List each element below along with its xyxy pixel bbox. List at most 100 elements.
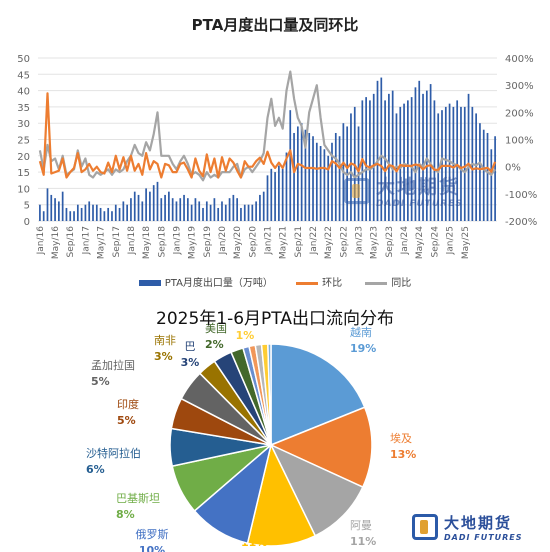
x-tick-label: Sep/24	[430, 226, 440, 258]
right-tick-label: -200%	[505, 217, 537, 228]
volume-bar	[39, 204, 41, 221]
legend-item-yoy: 同比	[365, 274, 411, 289]
line-chart-title: PTA月度出口量及同环比	[191, 16, 359, 34]
volume-bar	[300, 123, 303, 221]
volume-bar	[350, 113, 352, 221]
pie-label-name: 美国	[205, 322, 227, 335]
x-tick-label: Sep/18	[157, 226, 167, 258]
volume-bar	[494, 136, 496, 221]
volume-bar	[312, 136, 314, 221]
pie-label-pct: 13%	[390, 448, 416, 461]
legend-label-yoy: 同比	[391, 278, 412, 289]
pie-label-pct: 1%	[236, 329, 255, 342]
x-tick-label: Jan/21	[264, 226, 274, 255]
volume-bar	[76, 204, 79, 221]
volume-bar	[50, 194, 53, 221]
x-tick-label: May/23	[370, 226, 380, 259]
volume-bar	[304, 129, 307, 221]
volume-bar	[422, 93, 424, 221]
x-tick-label: Sep/23	[385, 226, 395, 257]
x-tick-label: Jan/17	[81, 226, 91, 255]
volume-bar	[232, 194, 235, 221]
volume-bar	[228, 198, 231, 221]
volume-bar	[266, 175, 269, 221]
x-tick-label: May/20	[233, 226, 243, 259]
pie-label-name: 巴基斯坦	[116, 491, 160, 505]
volume-bar	[114, 204, 117, 221]
legend-swatch-mom	[296, 281, 319, 285]
pie-label-pct: 2%	[205, 338, 224, 351]
legend-label-mom: 环比	[322, 278, 343, 289]
x-tick-label: May/18	[142, 226, 152, 259]
x-tick-label: Sep/16	[66, 226, 76, 258]
volume-bar	[126, 204, 128, 221]
legend-item-volume: PTA月度出口量（万吨）	[138, 274, 273, 289]
export-volume-chart: 0 5 10 15 20 25 30 35 40 45 50 -200% -100% 0% 100% 200%…	[17, 54, 537, 259]
x-tick-label: May/21	[279, 226, 289, 259]
volume-bar	[490, 149, 493, 221]
volume-bar	[293, 132, 295, 221]
x-tick-label: Jan/19	[173, 226, 183, 256]
volume-bar	[308, 132, 311, 221]
volume-bar	[137, 194, 140, 221]
volume-bar	[425, 90, 428, 221]
right-tick-label: 200%	[505, 108, 534, 119]
volume-bar	[58, 201, 60, 221]
x-tick-label: Sep/22	[339, 226, 349, 257]
volume-bar	[152, 185, 155, 221]
pie-label-pct: 3%	[154, 350, 173, 363]
left-tick-label: 5	[24, 201, 30, 212]
volume-bar	[88, 201, 91, 221]
left-tick-label: 30	[17, 119, 30, 130]
pie-slice	[270, 343, 366, 447]
volume-bar	[236, 198, 239, 221]
right-tick-label: 300%	[505, 81, 534, 92]
left-tick-label: 0	[24, 217, 30, 228]
volume-bar	[414, 87, 417, 221]
x-tick-label: May/22	[324, 226, 334, 259]
x-tick-label: Sep/20	[248, 226, 258, 258]
pie-slice	[267, 343, 272, 446]
volume-bar	[118, 207, 121, 221]
logo-mark-icon	[412, 514, 438, 540]
volume-bar	[243, 204, 246, 221]
volume-bar	[319, 146, 322, 221]
volume-bar	[376, 80, 379, 221]
x-tick-label: Jan/24	[400, 226, 410, 256]
x-tick-label: Sep/17	[112, 226, 122, 257]
right-tick-label: 100%	[505, 136, 534, 147]
x-tick-label: Jan/22	[309, 226, 319, 255]
volume-bar	[380, 77, 383, 221]
pie-label-pct: 10%	[139, 544, 165, 552]
logo-cn-text: 大地期货	[444, 514, 513, 532]
pie-label-name: 越南	[350, 325, 372, 339]
volume-bar	[65, 207, 68, 221]
volume-bar	[410, 97, 413, 221]
volume-bar	[205, 201, 208, 221]
volume-bar	[111, 211, 113, 221]
volume-bar	[92, 204, 94, 221]
volume-bar	[372, 93, 375, 221]
volume-bar	[262, 191, 265, 221]
pie-chart-title: 2025年1-6月PTA出口流向分布	[156, 309, 394, 329]
volume-bar	[160, 198, 163, 221]
volume-bar	[369, 100, 371, 221]
pie-label-name: 南非	[154, 334, 176, 347]
yoy-line	[38, 70, 496, 182]
logo-mark-icon	[344, 177, 370, 204]
x-tick-label: Jan/16	[36, 226, 46, 256]
pie-label-name: 印度	[117, 397, 139, 411]
volume-bar	[323, 149, 326, 221]
volume-bar	[61, 191, 64, 221]
volume-bar	[221, 201, 223, 221]
volume-bar	[327, 155, 330, 221]
volume-bar	[289, 110, 292, 221]
left-tick-label: 25	[17, 136, 30, 147]
left-tick-label: 45	[17, 70, 30, 81]
pie-slice	[269, 443, 364, 537]
volume-bar	[365, 97, 367, 221]
pie-label-pct: 5%	[117, 414, 136, 427]
volume-bar	[103, 211, 106, 221]
volume-bar	[69, 211, 72, 221]
pie-label-name: 俄罗斯	[136, 528, 169, 541]
